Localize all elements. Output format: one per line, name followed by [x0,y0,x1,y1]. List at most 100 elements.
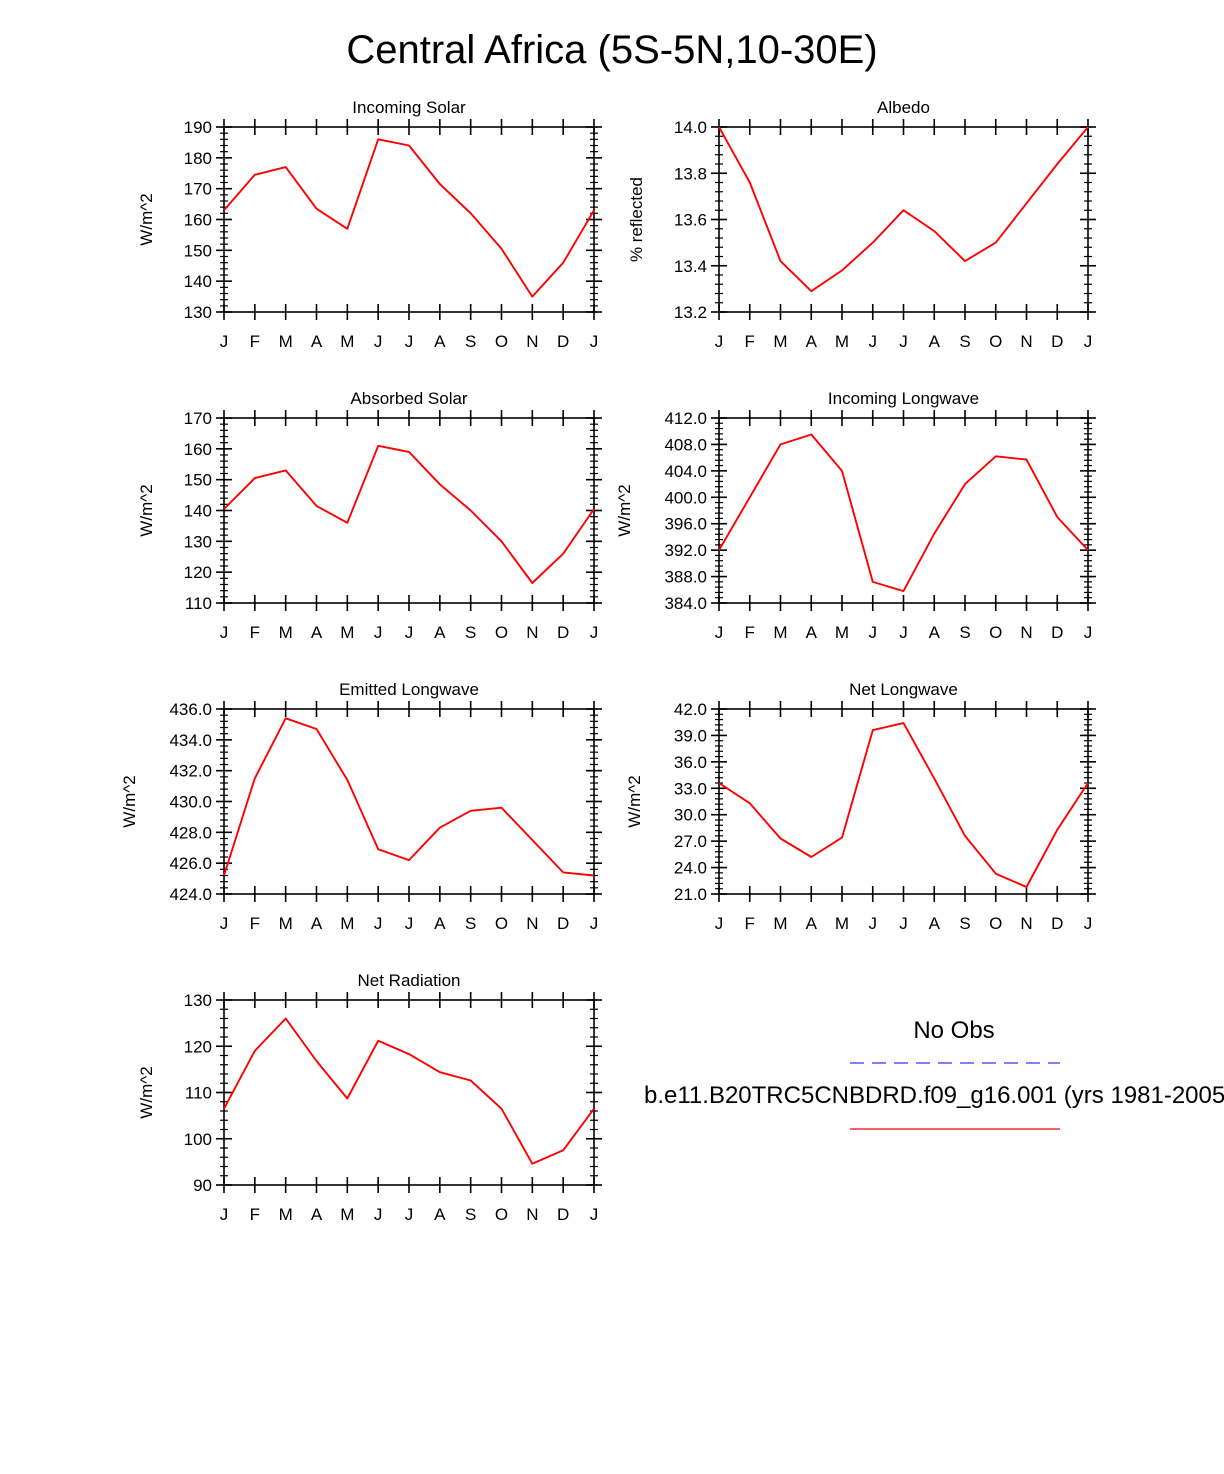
legend-model-label: b.e11.B20TRC5CNBDRD.f09_g16.001 (yrs 198… [644,1082,1224,1109]
y-tick-label: 428.0 [169,823,212,842]
legend-obs-label: No Obs [913,1017,994,1044]
x-tick-label: J [1084,623,1093,642]
chart-title: Absorbed Solar [350,389,468,408]
x-tick-label: O [495,914,508,933]
data-point [841,269,843,271]
x-tick-label: A [929,332,941,351]
y-tick-label: 120 [184,563,212,582]
data-point [346,779,348,781]
x-tick-label: N [526,1205,538,1224]
x-tick-label: N [1020,332,1032,351]
data-point [964,483,966,485]
x-tick-label: A [806,332,818,351]
x-tick-label: O [989,623,1002,642]
x-tick-label: J [715,914,724,933]
data-point [377,445,379,447]
data-point [254,477,256,479]
y-tick-label: 14.0 [674,118,707,137]
y-axis-label: W/m^2 [137,484,156,536]
data-point [377,848,379,850]
x-tick-label: A [806,914,818,933]
data-point [223,508,225,510]
data-point [872,242,874,244]
x-tick-label: F [250,914,260,933]
data-point [1056,516,1058,518]
data-point [995,242,997,244]
x-tick-label: S [465,623,476,642]
y-tick-label: 424.0 [169,885,212,904]
x-tick-label: J [405,914,414,933]
x-tick-label: D [557,332,569,351]
x-tick-label: M [279,1205,293,1224]
x-tick-label: O [989,914,1002,933]
legend: No Obs b.e11.B20TRC5CNBDRD.f09_g16.001 (… [644,1017,1224,1130]
y-tick-label: 24.0 [674,859,707,878]
x-tick-label: J [374,1205,383,1224]
data-point [749,802,751,804]
data-point [995,455,997,457]
plot-frame [718,417,1089,604]
data-point [408,859,410,861]
series-line [718,722,1089,888]
data-point [316,505,318,507]
data-point [346,1098,348,1100]
data-point [1087,549,1089,551]
x-tick-label: M [340,623,354,642]
x-tick-label: A [311,623,323,642]
x-tick-label: J [220,1205,229,1224]
data-point [933,778,935,780]
data-point [872,729,874,731]
x-tick-label: J [374,332,383,351]
data-point [408,1053,410,1055]
x-tick-label: J [899,332,908,351]
y-tick-label: 36.0 [674,753,707,772]
chart-panel-5: Emitted Longwave W/m^2 424.0 426.0 428.0 430.… [120,680,602,933]
y-tick-label: 170 [184,180,212,199]
x-tick-label: F [745,914,755,933]
data-point [285,1018,287,1020]
data-point [316,1060,318,1062]
x-tick-label: A [311,332,323,351]
x-tick-label: J [220,914,229,933]
x-tick-label: N [526,914,538,933]
data-point [562,262,564,264]
y-tick-label: 190 [184,118,212,137]
x-tick-label: A [311,914,323,933]
y-tick-label: 110 [185,594,212,613]
data-point [780,838,782,840]
y-tick-label: 140 [184,502,212,521]
x-tick-label: J [590,332,599,351]
y-tick-label: 110 [185,1084,212,1103]
x-tick-label: D [557,914,569,933]
data-point [285,469,287,471]
x-tick-label: S [959,914,970,933]
x-tick-label: S [959,332,970,351]
chart-title: Albedo [877,98,930,117]
x-tick-label: J [869,332,878,351]
x-tick-label: A [434,1205,446,1224]
y-tick-label: 100 [184,1130,212,1149]
x-tick-label: S [465,914,476,933]
x-tick-label: F [250,623,260,642]
y-tick-label: 90 [193,1176,212,1195]
data-point [408,451,410,453]
data-point [531,1163,533,1165]
data-point [1087,126,1089,128]
data-point [223,1108,225,1110]
data-point [254,777,256,779]
x-tick-label: F [745,623,755,642]
data-point [439,483,441,485]
x-tick-label: M [340,332,354,351]
x-tick-label: A [434,332,446,351]
data-point [841,837,843,839]
y-tick-label: 400.0 [664,488,707,507]
x-tick-label: J [899,623,908,642]
x-tick-label: J [1084,914,1093,933]
data-point [933,230,935,232]
plot-frame [223,126,595,313]
y-tick-label: 21.0 [674,885,707,904]
y-axis-label: W/m^2 [120,775,139,827]
x-tick-label: F [745,332,755,351]
y-tick-label: 160 [184,211,212,230]
